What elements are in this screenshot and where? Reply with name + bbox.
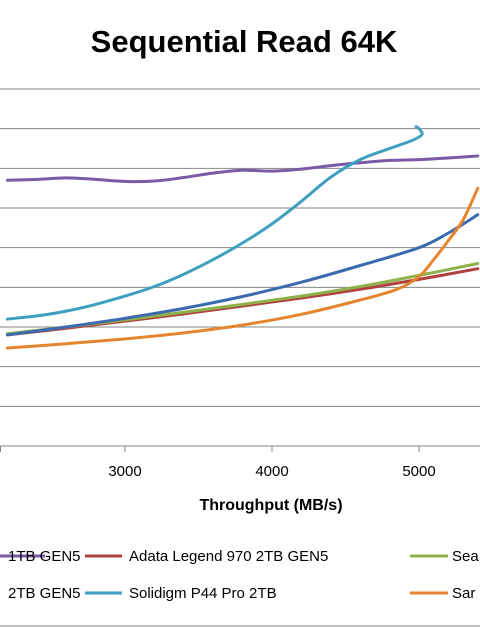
chart-title: Sequential Read 64K bbox=[91, 24, 398, 59]
legend-label: 2TB GEN5 bbox=[8, 585, 81, 602]
gridlines bbox=[0, 88, 480, 407]
series-lines bbox=[5, 125, 480, 350]
legend-item: Adata Legend 970 2TB GEN5 bbox=[85, 548, 328, 565]
legend: 1TB GEN5 Adata Legend 970 2TB GEN5 Sea 2TB … bbox=[0, 548, 479, 602]
x-tick-label: 3000 bbox=[108, 463, 141, 480]
series-line-6 bbox=[5, 186, 480, 350]
x-axis-ticks: 3000 4000 5000 bbox=[0, 446, 436, 480]
legend-label: Solidigm P44 Pro 2TB bbox=[129, 585, 277, 602]
legend-item: 2TB GEN5 bbox=[8, 585, 81, 602]
x-axis-label: Throughput (MB/s) bbox=[199, 497, 342, 514]
legend-label: Sea bbox=[452, 548, 479, 565]
series-line-4 bbox=[5, 213, 480, 337]
legend-label: 1TB GEN5 bbox=[8, 548, 81, 565]
legend-item: Solidigm P44 Pro 2TB bbox=[85, 585, 277, 602]
series-line-1 bbox=[5, 154, 480, 184]
x-tick-label: 5000 bbox=[402, 463, 435, 480]
legend-item: 1TB GEN5 bbox=[0, 548, 81, 565]
series-line-5 bbox=[5, 125, 424, 321]
legend-item: Sar bbox=[410, 585, 475, 602]
legend-label: Adata Legend 970 2TB GEN5 bbox=[129, 548, 328, 565]
x-tick-label: 4000 bbox=[255, 463, 288, 480]
legend-label: Sar bbox=[452, 585, 475, 602]
series-line-3 bbox=[5, 262, 480, 336]
legend-item: Sea bbox=[410, 548, 479, 565]
